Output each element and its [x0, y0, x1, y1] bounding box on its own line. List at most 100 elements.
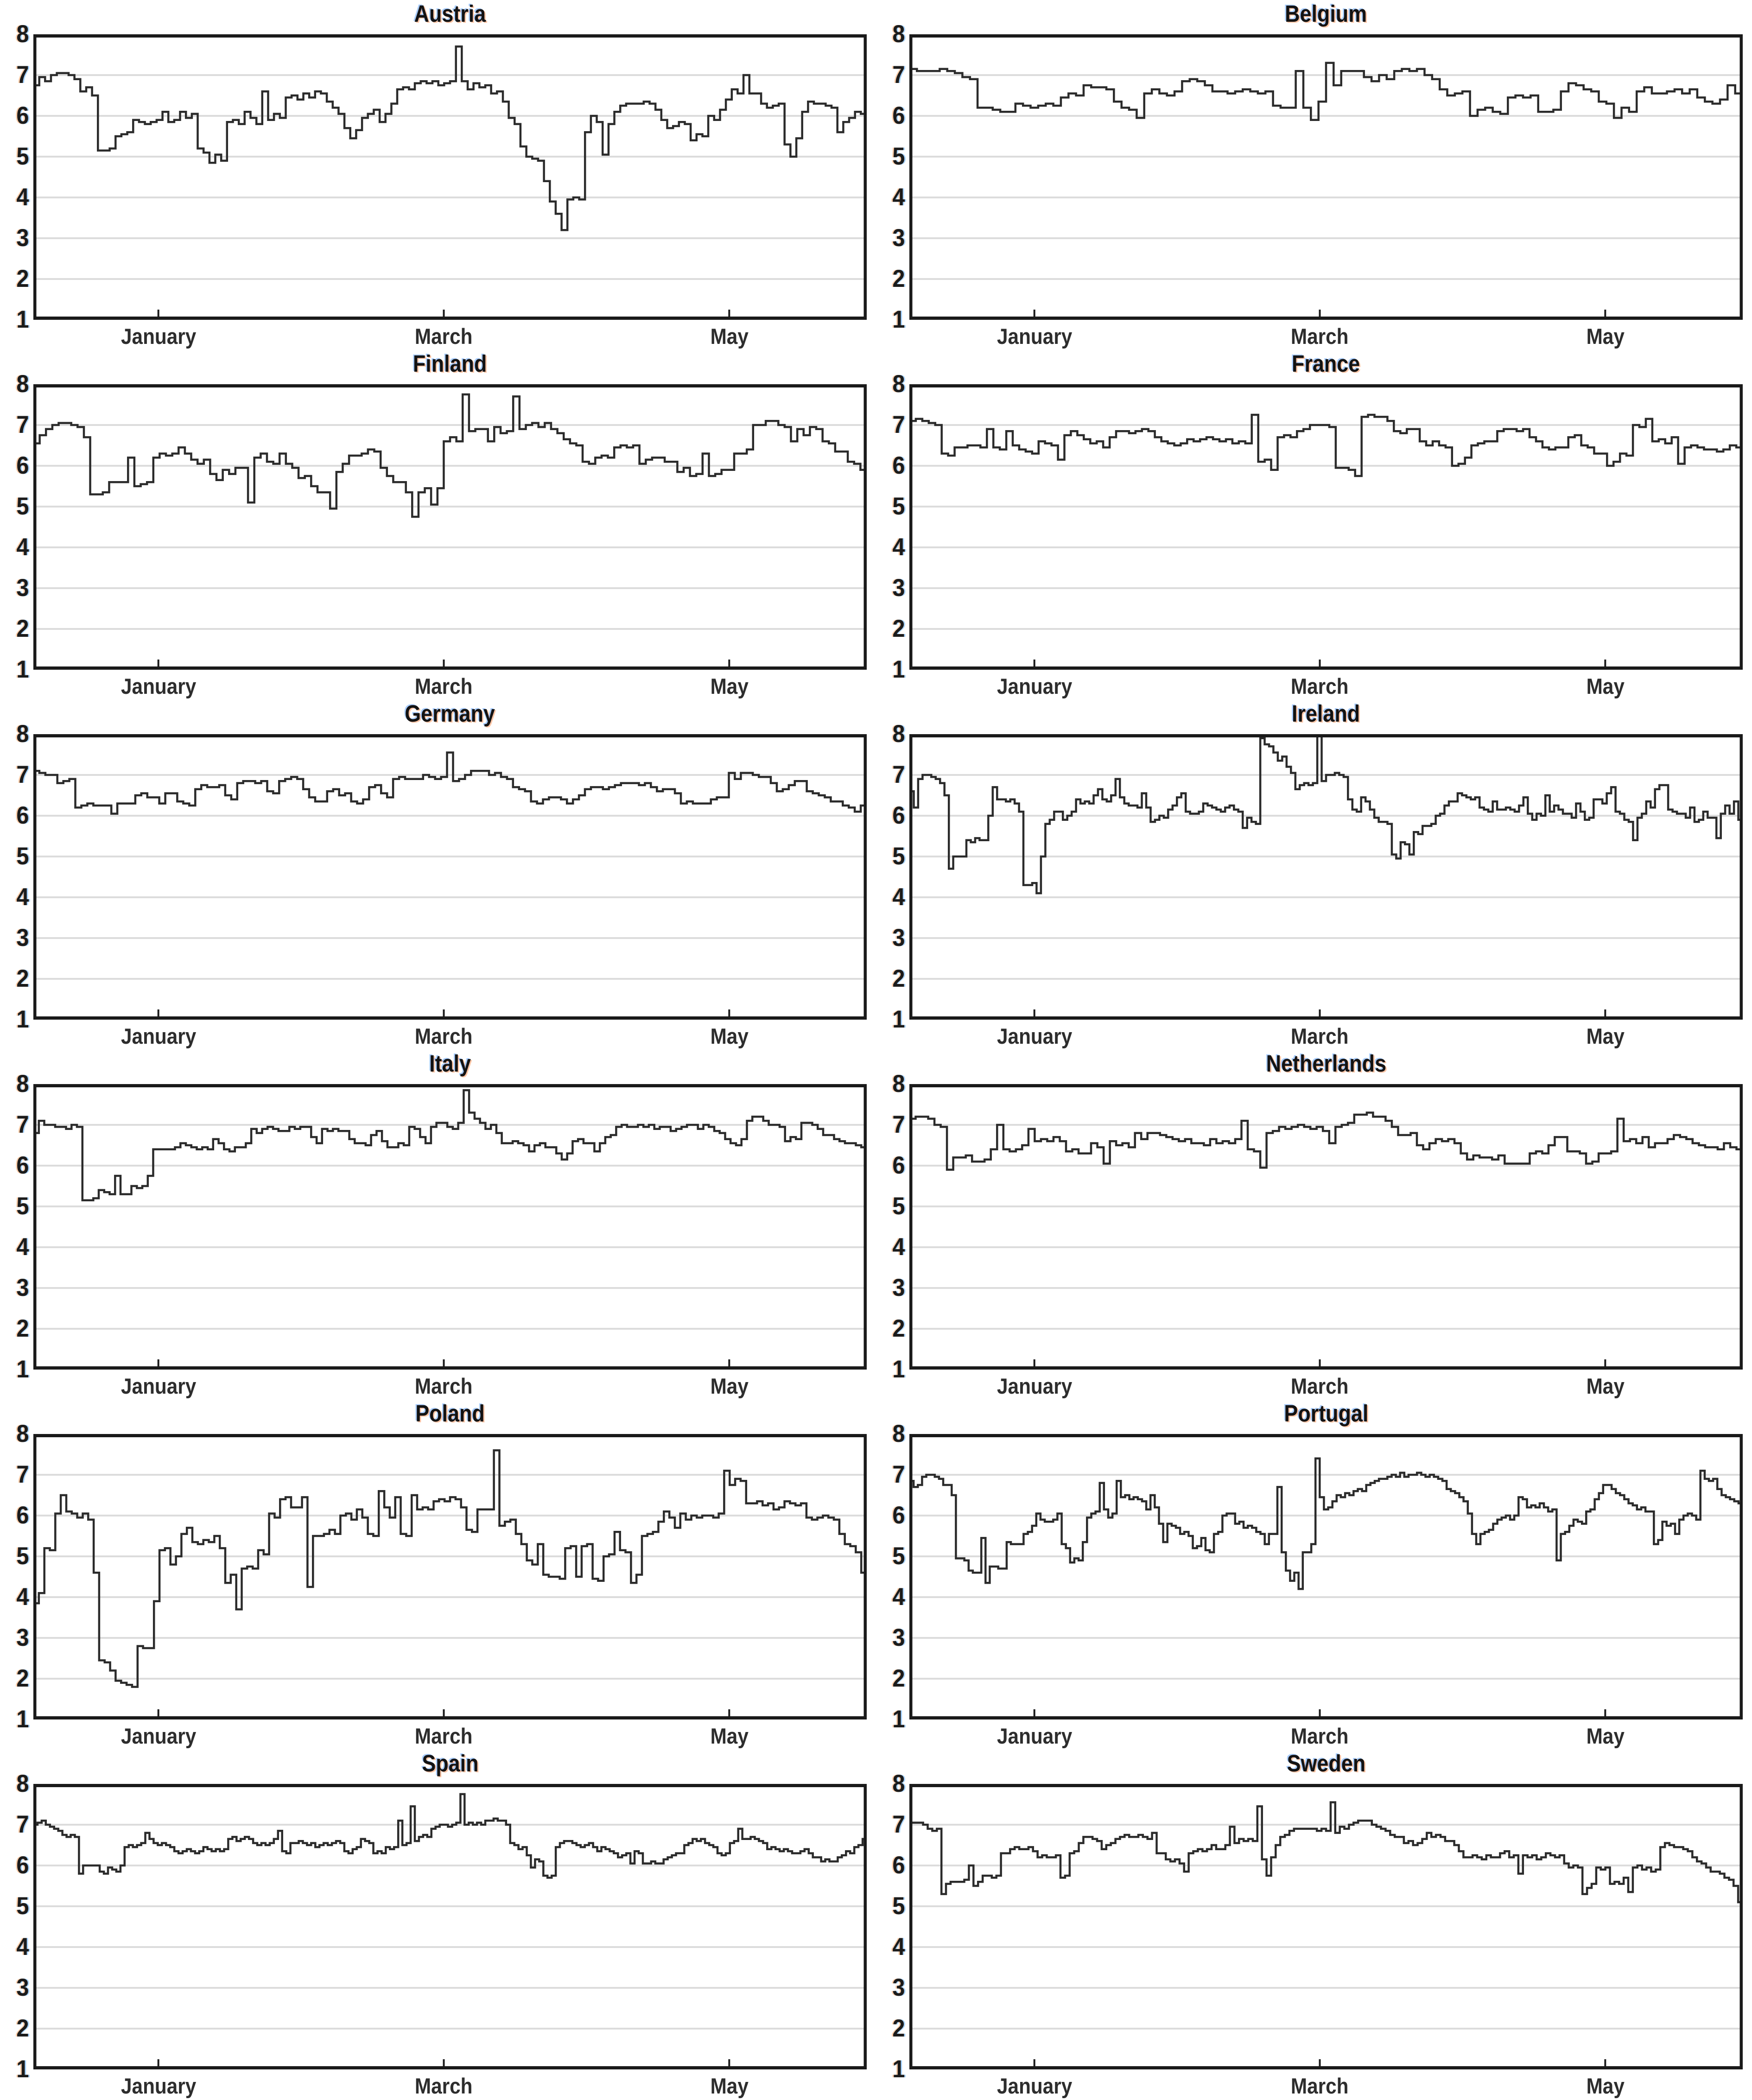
plot-frame: [33, 384, 867, 670]
y-axis-tick-label: 8: [0, 1070, 29, 1098]
y-axis-tick-text: 1: [16, 1006, 29, 1033]
chart-title: Spain: [33, 1750, 867, 1779]
chart-title: Portugal: [909, 1400, 1743, 1429]
plot-frame: [33, 34, 867, 320]
chart-title-text: Poland: [415, 1400, 485, 1427]
x-axis-month-text: March: [415, 1724, 473, 1748]
y-axis-tick-label: 7: [0, 1461, 29, 1489]
y-axis-tick-text: 1: [16, 1706, 29, 1733]
y-axis-tick-label: 3: [0, 1274, 29, 1302]
x-axis-month-text: January: [121, 2074, 196, 2098]
x-axis-month-text: May: [1586, 324, 1625, 349]
y-axis-tick-text: 7: [16, 411, 29, 438]
y-axis-tick-label: 8: [0, 20, 29, 48]
y-axis-tick-text: 3: [892, 1624, 905, 1651]
chart-title: Finland: [33, 350, 867, 380]
x-axis-month-label: May: [1522, 1023, 1689, 1049]
x-axis-month-text: May: [710, 674, 749, 698]
y-axis-tick-text: 8: [892, 720, 905, 748]
y-axis-tick-label: 7: [0, 61, 29, 89]
x-axis-month-text: May: [710, 1724, 749, 1748]
y-axis-tick-label: 8: [876, 1420, 905, 1448]
x-axis-month-text: March: [1291, 2074, 1349, 2098]
x-axis-month-text: January: [997, 1374, 1072, 1398]
x-axis-month-label: January: [75, 2073, 242, 2099]
y-axis-tick-text: 5: [16, 1892, 29, 1920]
y-axis-tick-label: 2: [876, 265, 905, 293]
y-axis-tick-label: 3: [0, 924, 29, 952]
plot-frame: [33, 734, 867, 1020]
y-axis-tick-text: 3: [16, 1974, 29, 2001]
y-axis-tick-label: 1: [876, 306, 905, 334]
series-line: [909, 413, 1743, 477]
y-axis-tick-label: 8: [0, 720, 29, 748]
series-line: [33, 751, 867, 815]
series-line: [33, 1089, 867, 1202]
x-axis-month-text: March: [1291, 1374, 1349, 1398]
y-axis-tick-text: 7: [892, 1461, 905, 1488]
x-axis-month-label: May: [1522, 1373, 1689, 1399]
y-axis-tick-text: 5: [16, 1193, 29, 1220]
y-axis-tick-label: 4: [876, 1583, 905, 1611]
x-axis-month-label: January: [75, 673, 242, 699]
x-axis-month-text: March: [1291, 674, 1349, 698]
y-axis-tick-label: 8: [0, 1770, 29, 1798]
chart-plot: [33, 1784, 867, 2069]
y-axis-tick-label: 7: [876, 1811, 905, 1839]
y-axis-tick-label: 1: [876, 1706, 905, 1733]
y-axis-tick-text: 2: [892, 265, 905, 292]
y-axis-tick-label: 6: [0, 1502, 29, 1529]
y-axis-tick-label: 7: [876, 761, 905, 789]
x-axis-month-label: March: [361, 324, 527, 349]
chart-plot: [33, 1434, 867, 1719]
x-axis-month-text: March: [415, 1374, 473, 1398]
y-axis-tick-label: 4: [876, 184, 905, 211]
y-axis-tick-label: 3: [0, 224, 29, 252]
x-axis-month-text: January: [121, 1724, 196, 1748]
y-axis-tick-label: 4: [0, 1933, 29, 1961]
y-axis-tick-text: 4: [892, 184, 905, 211]
plot-frame: [909, 34, 1743, 320]
chart-title-text: Spain: [421, 1750, 479, 1776]
x-axis-month-label: May: [646, 2073, 813, 2099]
y-axis-tick-label: 5: [876, 1892, 905, 1920]
y-axis-tick-label: 5: [876, 843, 905, 870]
y-axis-tick-label: 3: [0, 1624, 29, 1652]
plot-frame: [33, 1084, 867, 1370]
y-axis-tick-text: 6: [16, 1852, 29, 1879]
x-axis-month-label: March: [361, 1373, 527, 1399]
y-axis-tick-label: 7: [876, 1461, 905, 1489]
chart-title: Belgium: [909, 0, 1743, 30]
y-axis-tick-label: 3: [876, 1274, 905, 1302]
y-axis-tick-text: 3: [16, 574, 29, 602]
y-axis-tick-text: 5: [16, 1542, 29, 1570]
x-axis-month-label: March: [361, 1023, 527, 1049]
x-axis-month-text: May: [1586, 2074, 1625, 2098]
y-axis-tick-label: 3: [876, 224, 905, 252]
y-axis-tick-label: 2: [0, 615, 29, 643]
chart-title-text: Germany: [405, 700, 495, 727]
chart-plot: [909, 34, 1743, 320]
y-axis-tick-text: 6: [892, 102, 905, 129]
y-axis-tick-text: 8: [16, 720, 29, 748]
y-axis-tick-text: 7: [16, 61, 29, 89]
x-axis-month-text: May: [710, 1374, 749, 1398]
y-axis-tick-label: 2: [0, 965, 29, 993]
y-axis-tick-text: 3: [892, 224, 905, 252]
x-axis-month-label: January: [75, 1023, 242, 1049]
y-axis-tick-text: 3: [892, 574, 905, 602]
y-axis-tick-label: 6: [876, 1852, 905, 1879]
y-axis-tick-text: 7: [892, 61, 905, 89]
y-axis-tick-text: 2: [892, 615, 905, 642]
chart-card-belgium: Belgium 8 7 6 5 4 3 2 1 January March May: [876, 0, 1752, 350]
chart-title: Italy: [33, 1050, 867, 1079]
y-axis-tick-label: 6: [0, 802, 29, 830]
y-axis-tick-text: 8: [16, 1770, 29, 1797]
y-axis-tick-label: 3: [876, 1624, 905, 1652]
x-axis-month-label: March: [361, 2073, 527, 2099]
x-axis-month-text: March: [1291, 1724, 1349, 1748]
y-axis-tick-label: 5: [0, 1542, 29, 1570]
y-axis-tick-text: 7: [16, 1461, 29, 1488]
chart-title: Germany: [33, 700, 867, 730]
